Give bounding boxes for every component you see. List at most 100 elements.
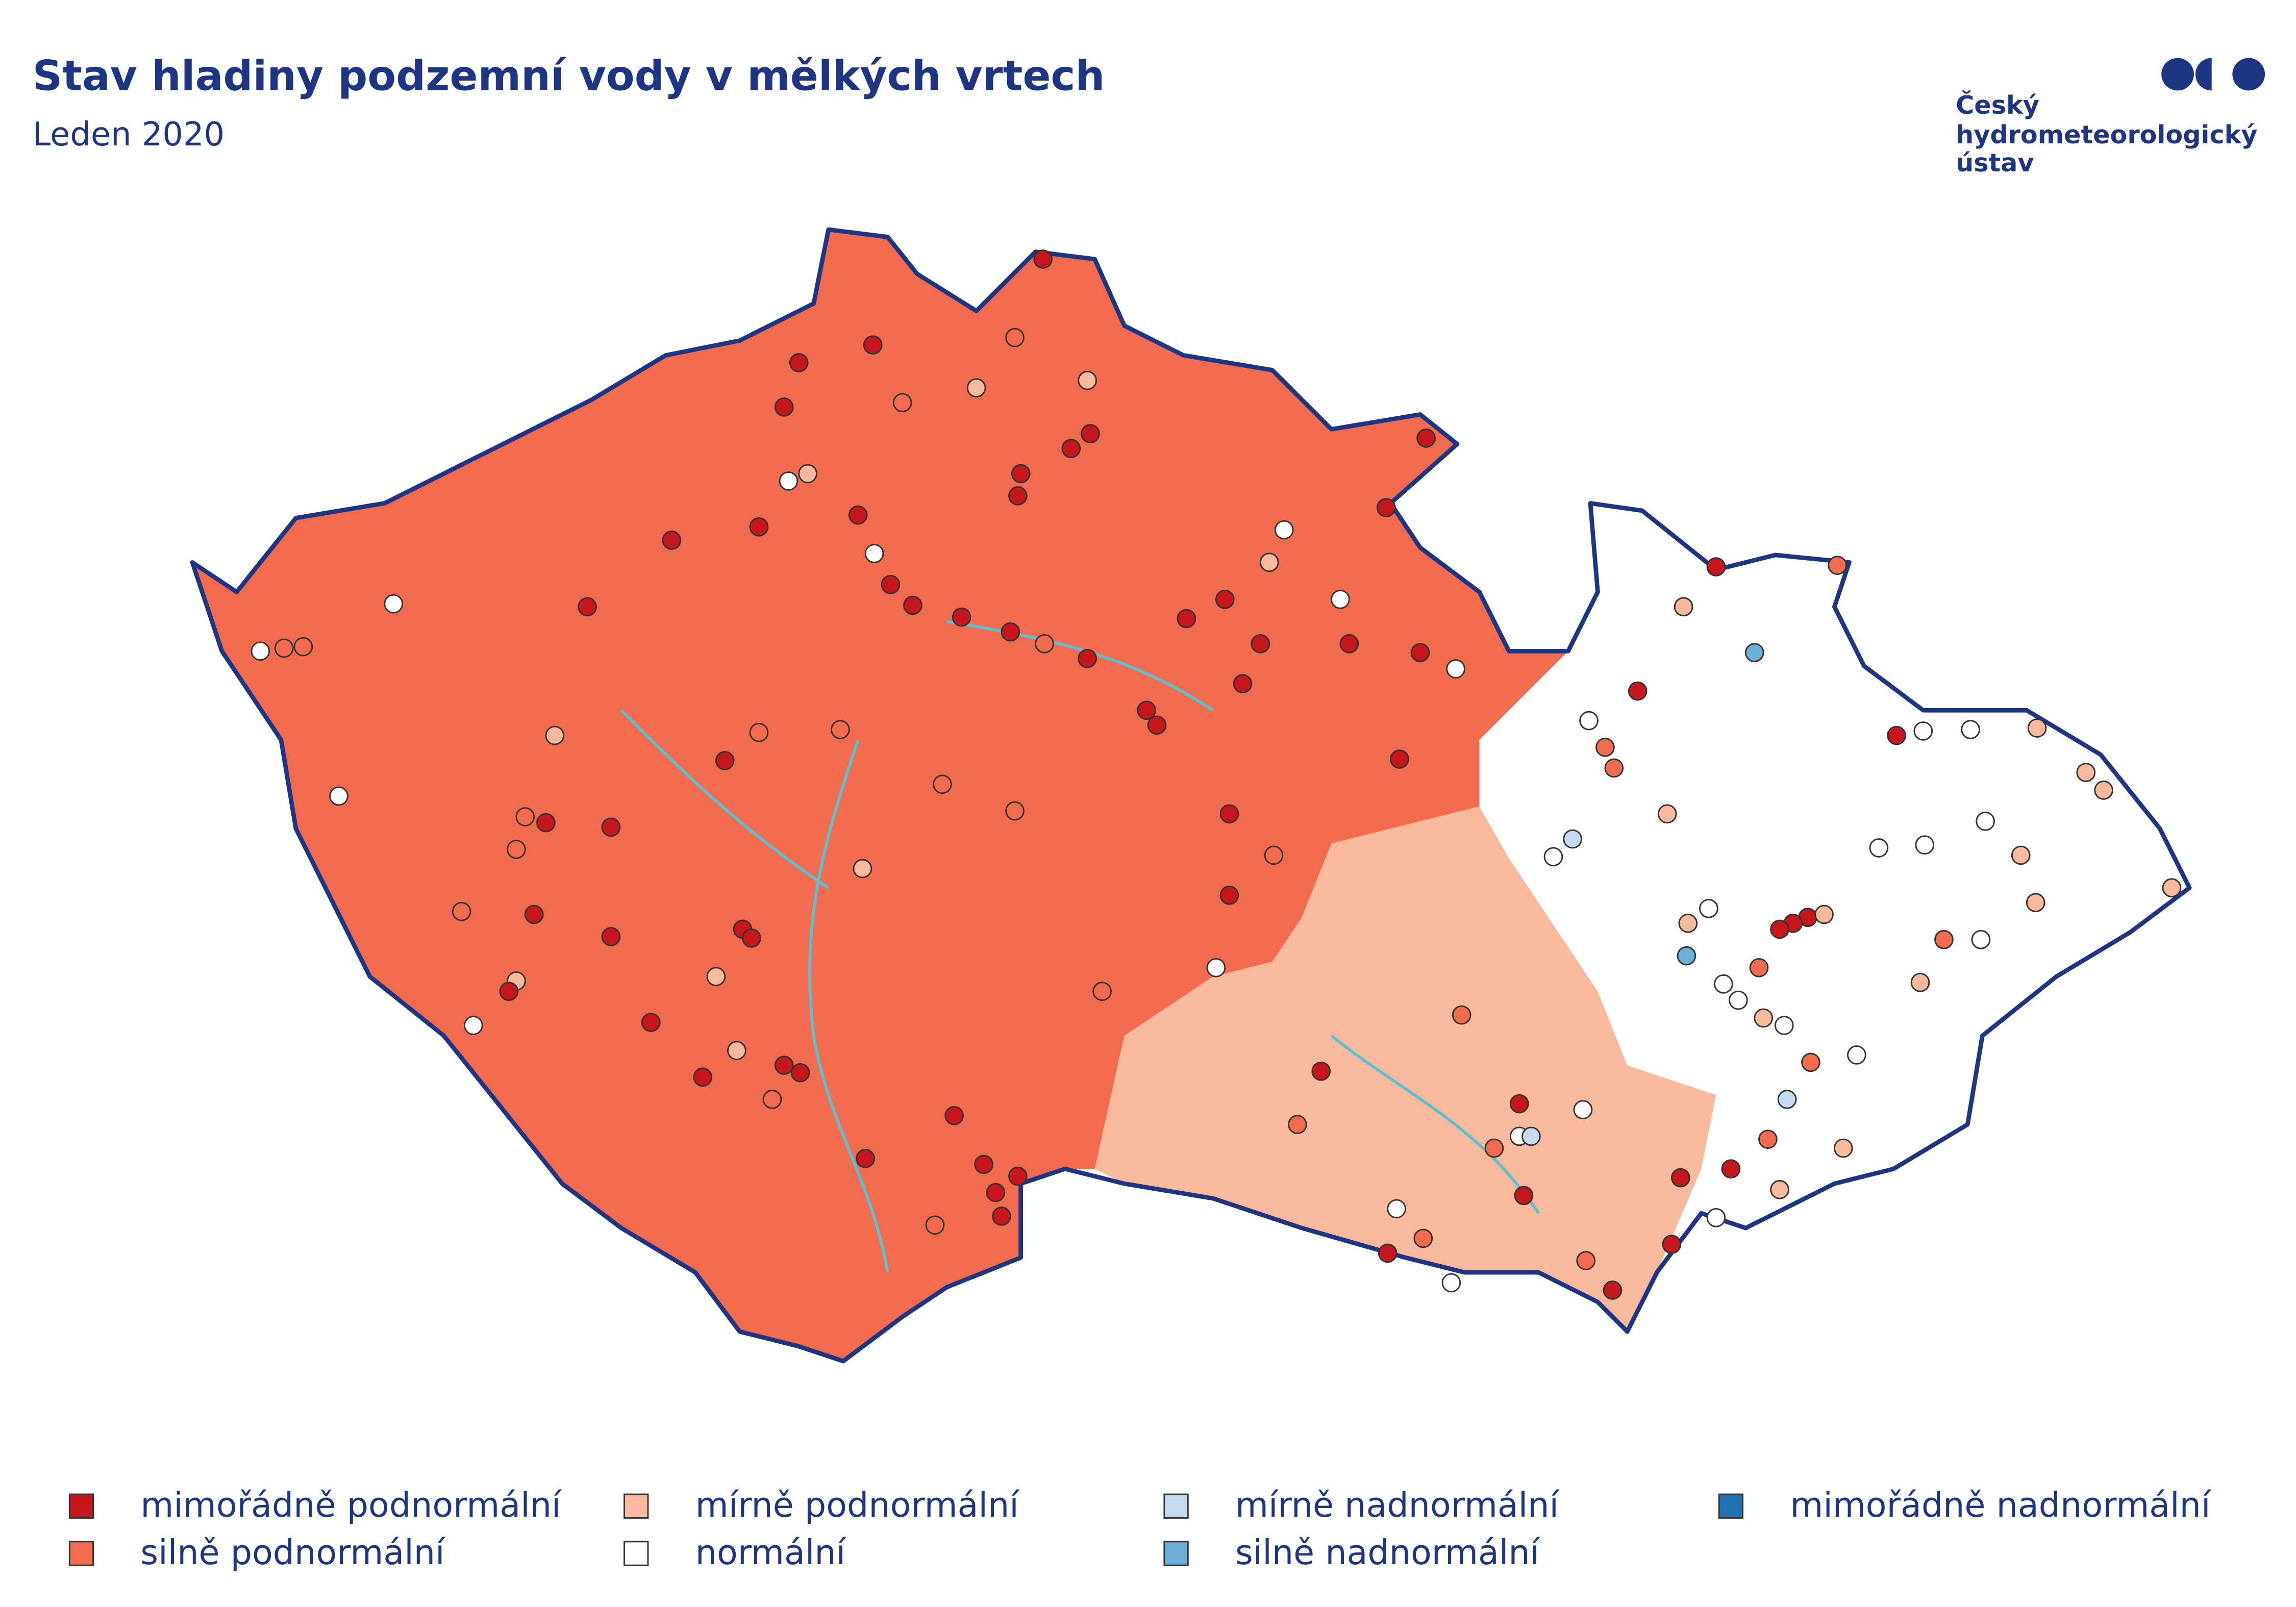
station — [1011, 464, 1031, 484]
station — [2162, 878, 2182, 898]
station — [1509, 1094, 1529, 1114]
station — [715, 751, 735, 770]
legend-swatch — [1718, 1493, 1744, 1519]
station — [1714, 974, 1733, 994]
station — [1934, 930, 1954, 949]
station — [1376, 498, 1396, 517]
legend-label: mimořádně podnormální — [140, 1485, 562, 1525]
station — [1206, 958, 1226, 977]
station — [727, 1041, 746, 1061]
station — [933, 774, 952, 794]
river — [620, 620, 1540, 1273]
station — [1657, 804, 1677, 824]
station — [798, 464, 817, 484]
legend-swatch — [68, 1541, 94, 1566]
subtitle: Leden 2020 — [33, 116, 224, 154]
station — [706, 967, 726, 987]
station — [848, 505, 868, 525]
region-normal — [1479, 503, 2190, 1228]
legend-swatch — [623, 1493, 649, 1519]
station — [762, 1090, 782, 1109]
station — [1339, 634, 1359, 654]
station — [1251, 634, 1270, 654]
legend-swatch — [1163, 1541, 1189, 1566]
station — [1603, 1280, 1623, 1300]
station — [1604, 758, 1624, 778]
station — [1264, 845, 1284, 865]
station — [1416, 428, 1436, 448]
station — [1754, 1008, 1774, 1028]
station — [1005, 328, 1025, 347]
station — [601, 927, 621, 946]
station — [1801, 1052, 1820, 1072]
station — [329, 786, 348, 806]
station — [1008, 486, 1028, 506]
station — [1061, 439, 1081, 458]
station — [1758, 1129, 1778, 1149]
station — [1576, 1251, 1596, 1270]
station — [1219, 885, 1239, 905]
station — [499, 982, 519, 1001]
station — [536, 813, 556, 833]
station — [1215, 590, 1235, 609]
station — [1078, 649, 1097, 668]
logo-dot — [2195, 58, 2212, 91]
legend-swatch — [68, 1493, 94, 1519]
station — [384, 594, 404, 614]
station — [1579, 711, 1599, 731]
logo-text: hydrometeorologický — [1956, 120, 2257, 149]
station — [1706, 1208, 1726, 1227]
region-strongly-below — [192, 230, 1568, 1362]
station — [2027, 718, 2047, 738]
logo-text: Český — [1956, 90, 2039, 120]
station — [251, 641, 270, 661]
station — [774, 1056, 794, 1075]
station — [1233, 674, 1253, 693]
legend-label: silně nadnormální — [1235, 1533, 1541, 1572]
station — [1770, 1179, 1789, 1199]
station — [992, 1207, 1011, 1226]
station — [1410, 643, 1430, 663]
title: Stav hladiny podzemní vody v mělkých vrt… — [33, 53, 1105, 101]
station — [1699, 899, 1718, 918]
station — [2094, 781, 2113, 800]
station — [1847, 1045, 1866, 1065]
region-slightly-below — [1094, 806, 1716, 1332]
station — [2011, 845, 2031, 865]
station — [662, 531, 682, 550]
station — [966, 378, 986, 398]
station — [831, 720, 850, 739]
station — [1777, 1090, 1797, 1109]
station — [1147, 715, 1167, 735]
station — [1744, 643, 1764, 663]
station — [1078, 370, 1097, 390]
station — [1971, 930, 1991, 949]
station — [1628, 681, 1648, 701]
station — [1869, 838, 1889, 858]
legend-label: mimořádně nadnormální — [1790, 1485, 2212, 1525]
legend-swatch — [1163, 1493, 1189, 1519]
station — [2076, 763, 2096, 782]
station — [1137, 700, 1156, 720]
station — [1833, 1138, 1853, 1158]
station — [1670, 1168, 1690, 1188]
station — [1721, 1159, 1741, 1179]
legend-swatch — [623, 1541, 649, 1566]
station — [293, 637, 313, 657]
station — [1915, 835, 1935, 855]
station — [974, 1154, 994, 1174]
station — [1706, 557, 1726, 576]
station — [1729, 990, 1748, 1010]
station — [1674, 597, 1693, 617]
station — [274, 638, 294, 658]
station — [1543, 847, 1563, 867]
station — [1092, 982, 1112, 1001]
station — [463, 1016, 483, 1035]
station — [903, 595, 922, 615]
station — [1595, 737, 1615, 757]
station — [1828, 556, 1848, 575]
station — [641, 1013, 661, 1032]
station — [1274, 520, 1294, 540]
station — [790, 1063, 810, 1083]
